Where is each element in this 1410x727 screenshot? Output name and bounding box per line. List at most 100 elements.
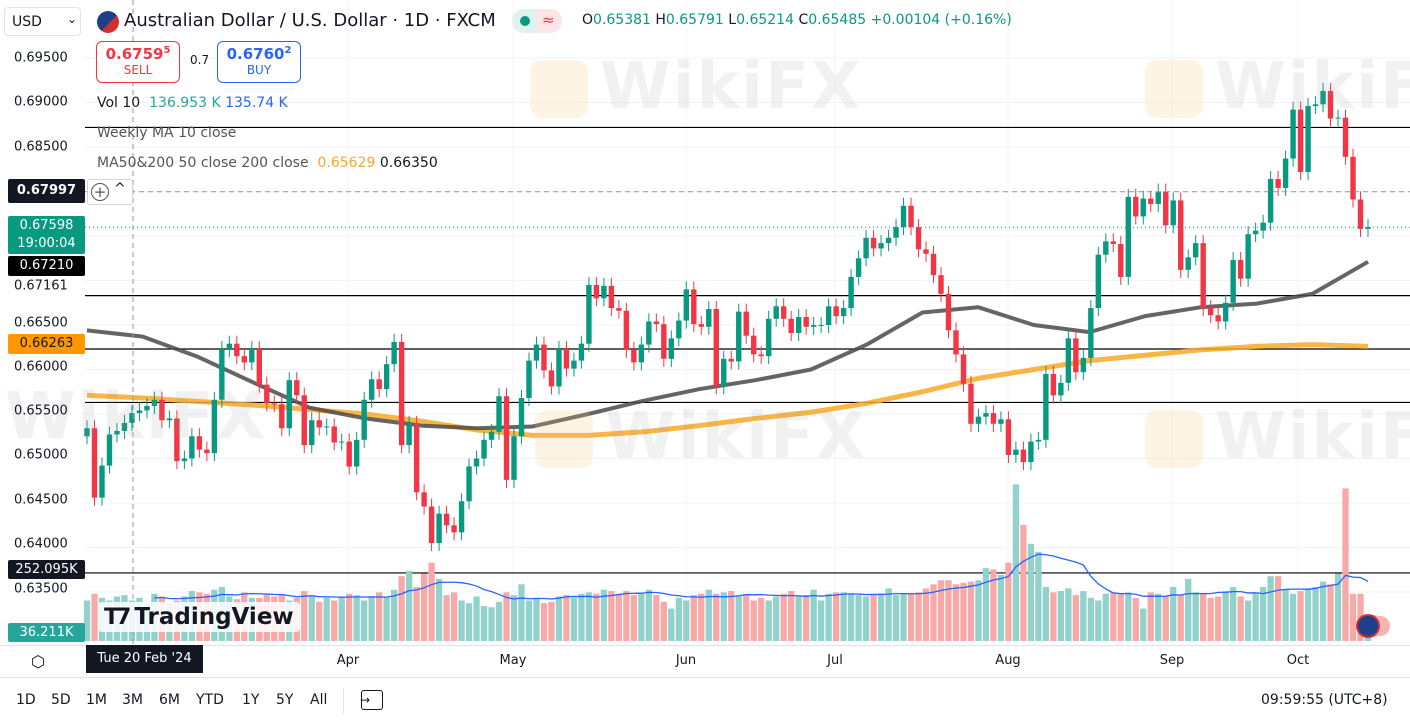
price-tick: 0.69500 — [14, 50, 68, 66]
volume-bar — [570, 597, 578, 641]
volume-legend[interactable]: Vol 10 136.953 K 135.74 K — [97, 95, 288, 111]
candle-body — [885, 237, 892, 244]
candle-body — [249, 349, 255, 363]
candle-body — [646, 321, 652, 345]
candle-body — [159, 399, 165, 421]
candle-body — [443, 513, 450, 526]
candle-body — [953, 330, 959, 355]
volume-bar — [308, 595, 315, 641]
volume-bar — [675, 597, 682, 641]
volume-bar — [660, 601, 667, 641]
volume-bar — [1192, 592, 1199, 641]
range-all-button[interactable]: All — [310, 692, 328, 708]
volume-bar — [1072, 595, 1079, 641]
candle-body — [1013, 449, 1019, 455]
candle-body — [511, 436, 517, 480]
volume-bar — [1132, 597, 1139, 641]
go-to-date-calendar-icon[interactable]: → — [360, 690, 383, 710]
range-3m-button[interactable]: 3M — [122, 692, 143, 708]
candle-body — [264, 384, 270, 404]
sell-button[interactable]: 0.67595 SELL — [96, 41, 180, 83]
candle-body — [1118, 244, 1124, 277]
market-status-toggle[interactable]: ≈ — [512, 9, 562, 33]
range-1y-button[interactable]: 1Y — [242, 692, 260, 708]
buy-button[interactable]: 0.67602 BUY — [217, 41, 301, 83]
weekly-ma-legend[interactable]: Weekly MA 10 close — [97, 125, 237, 141]
candle-body — [121, 422, 128, 431]
range-ytd-button[interactable]: YTD — [196, 692, 224, 708]
symbol-title[interactable]: Australian Dollar / U.S. Dollar · 1D · F… — [124, 10, 496, 31]
currency-select-value: USD — [12, 14, 42, 30]
range-1d-button[interactable]: 1D — [16, 692, 36, 708]
currency-select[interactable]: USD ⌄ — [4, 7, 81, 36]
volume-bar — [623, 591, 630, 641]
candle-body — [1193, 243, 1199, 258]
volume-bar — [435, 578, 443, 641]
volume-bar — [1147, 592, 1154, 641]
high-value: 0.65791 — [665, 12, 724, 28]
candle-body — [368, 379, 375, 400]
volume-bar — [1057, 591, 1065, 641]
volume-bar — [1012, 484, 1020, 641]
candle-body — [990, 413, 997, 424]
volume-bar — [525, 600, 533, 641]
price-tick: 0.64500 — [14, 492, 68, 508]
candle-body — [174, 418, 180, 462]
price-tick: 0.68500 — [14, 139, 68, 155]
volume-bar — [428, 562, 435, 641]
price-chart[interactable] — [0, 0, 1410, 678]
volume-bar — [473, 596, 480, 641]
volume-bar — [758, 597, 765, 641]
volume-bar — [1080, 591, 1087, 641]
range-1m-button[interactable]: 1M — [86, 692, 107, 708]
candle-body — [1245, 234, 1251, 279]
candle-body — [166, 418, 173, 421]
clock[interactable]: 09:59:55 (UTC+8) — [1261, 692, 1388, 708]
volume-bar — [668, 608, 675, 641]
close-label: C — [798, 12, 809, 28]
candle-body — [196, 436, 203, 450]
sell-price-pip: 5 — [163, 45, 171, 56]
volume-bar — [301, 591, 308, 641]
plus-icon: + — [91, 183, 109, 201]
candle-body — [878, 243, 884, 249]
candle-body — [91, 428, 98, 498]
ma-legend[interactable]: MA50&200 50 close 200 close 0.65629 0.66… — [97, 155, 438, 171]
candle-body — [833, 306, 839, 317]
volume-bar — [1282, 589, 1289, 641]
arrow-right-icon: → — [360, 693, 371, 707]
volume-bar — [1312, 587, 1319, 641]
volume-bar — [743, 595, 750, 641]
candle-body — [1125, 196, 1131, 277]
chart-settings-icon[interactable]: ⬡ — [31, 652, 45, 671]
volume-bar — [518, 584, 525, 641]
candle-body — [691, 289, 697, 325]
volume-bar — [952, 584, 960, 641]
tradingview-logo[interactable]: T7 TradingView — [98, 602, 300, 632]
candle-body — [1058, 382, 1064, 396]
crosshair-price-label: 0.67997 — [8, 179, 85, 203]
candle-body — [533, 344, 540, 361]
range-5y-button[interactable]: 5Y — [276, 692, 294, 708]
volume-bar — [1319, 581, 1327, 641]
candle-body — [930, 253, 937, 276]
candle-body — [226, 343, 233, 350]
volume-bar — [698, 593, 705, 641]
candle-body — [294, 380, 300, 396]
candle-body — [1043, 373, 1049, 440]
volume-bar — [750, 600, 757, 641]
candle-body — [743, 311, 749, 336]
range-5d-button[interactable]: 5D — [51, 692, 71, 708]
candle-body — [339, 441, 345, 443]
volume-bar — [533, 597, 540, 641]
volume-bar — [1289, 593, 1297, 641]
volume-bar — [548, 601, 555, 641]
candle-body — [1275, 179, 1281, 188]
candle-body — [451, 525, 457, 533]
volume-bar — [1244, 600, 1252, 641]
add-alert-button[interactable]: + ^ — [87, 179, 133, 205]
chevron-up-icon: ^ — [114, 181, 126, 197]
range-6m-button[interactable]: 6M — [159, 692, 180, 708]
spread: 0.7 — [190, 53, 210, 67]
buy-price: 0.6760 — [226, 45, 285, 63]
